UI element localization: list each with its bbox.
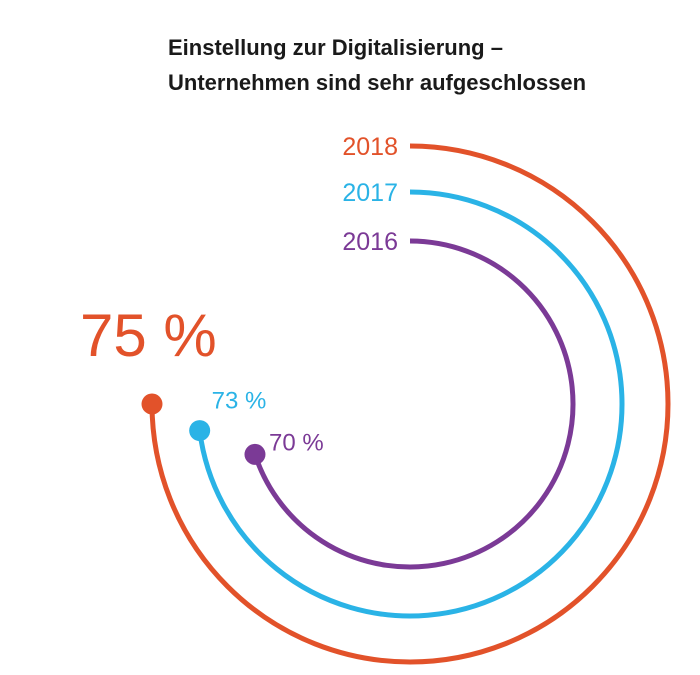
arc-2016	[252, 238, 576, 570]
chart-arcs: 2018 75 % 2017 73 % 2016 70 %	[80, 133, 671, 665]
value-label-2018: 75 %	[80, 302, 217, 369]
year-label-2018: 2018	[342, 133, 398, 161]
value-label-2016: 70 %	[269, 429, 324, 456]
endpoint-dot-2017	[189, 420, 211, 442]
year-label-2016: 2016	[342, 228, 398, 256]
chart-title-line-2: Unternehmen sind sehr aufgeschlossen	[168, 70, 587, 95]
year-label-2017: 2017	[342, 179, 398, 207]
arc-2018	[149, 143, 671, 665]
chart-title: Einstellung zur Digitalisierung – Untern…	[168, 30, 586, 100]
chart-title-line-1: Einstellung zur Digitalisierung –	[168, 35, 503, 60]
endpoint-dot-2016	[244, 443, 266, 465]
endpoint-dot-2018	[141, 393, 163, 415]
arc-2017	[197, 189, 625, 619]
value-label-2017: 73 %	[212, 388, 267, 415]
